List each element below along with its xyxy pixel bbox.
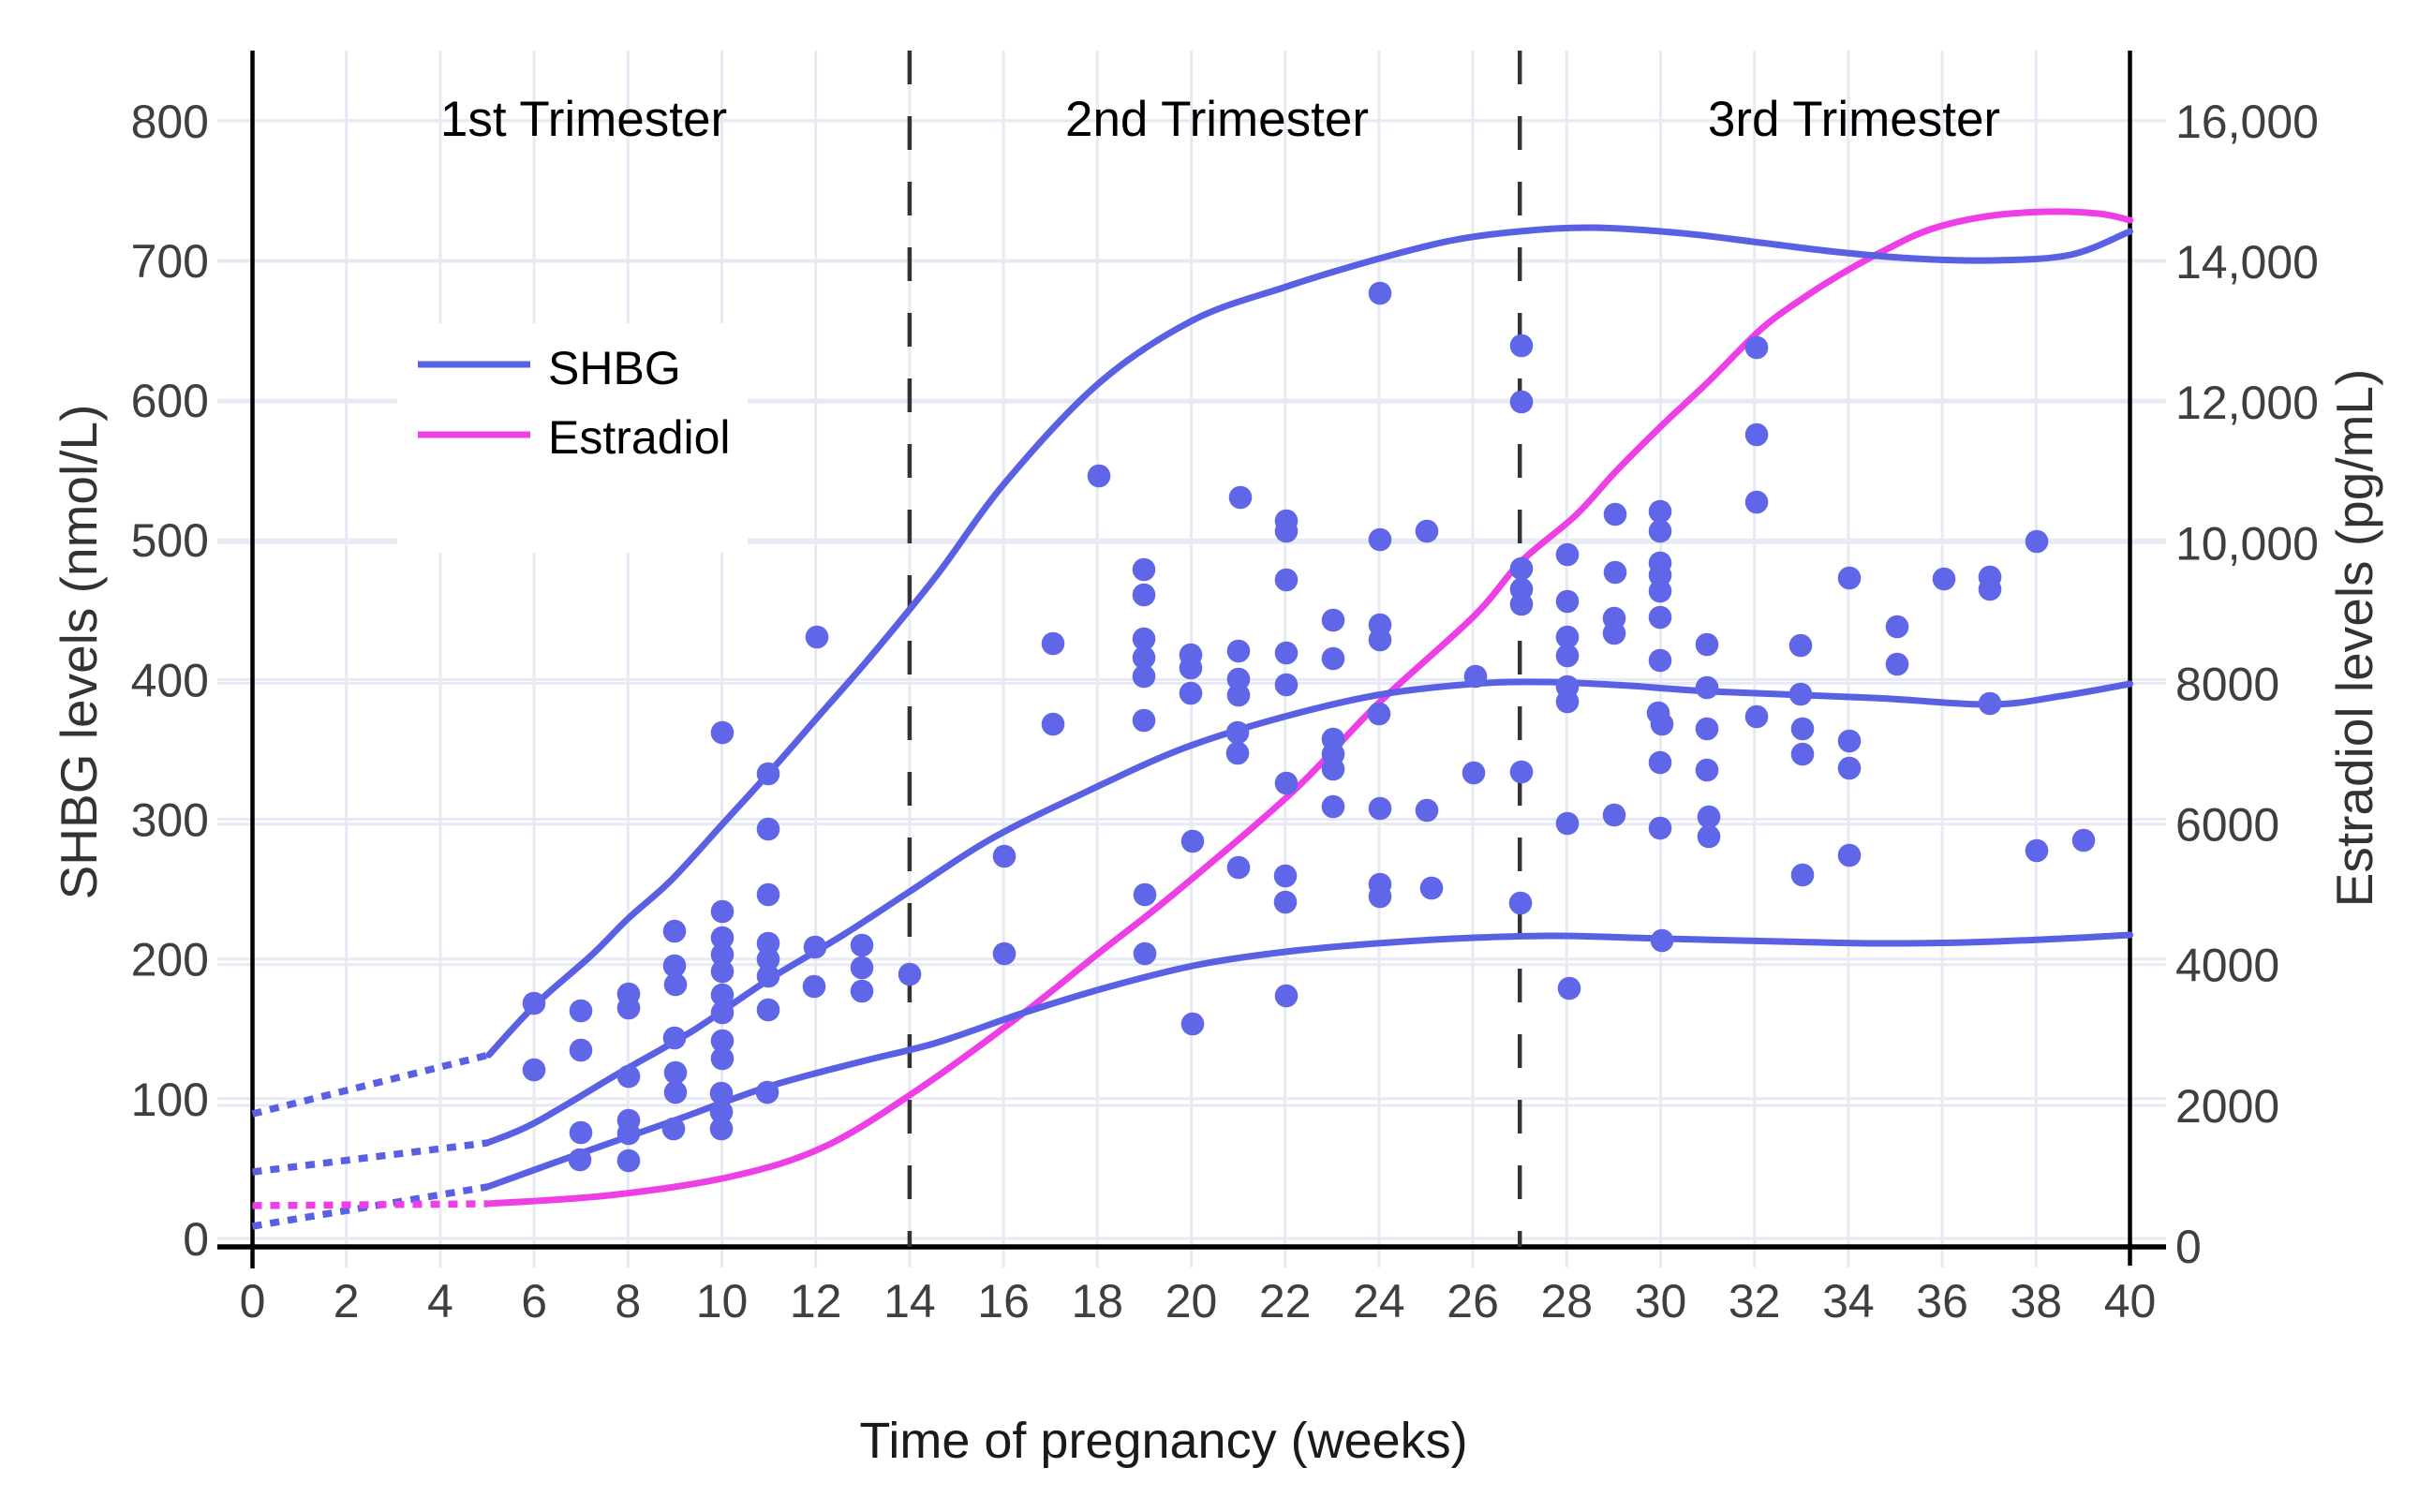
svg-text:18: 18 bbox=[1071, 1275, 1123, 1327]
svg-text:2nd Trimester: 2nd Trimester bbox=[1065, 92, 1369, 147]
svg-text:34: 34 bbox=[1822, 1275, 1875, 1327]
svg-text:8: 8 bbox=[615, 1275, 641, 1327]
svg-text:14,000: 14,000 bbox=[2175, 236, 2319, 289]
svg-text:3rd Trimester: 3rd Trimester bbox=[1708, 92, 2000, 147]
svg-text:20: 20 bbox=[1165, 1275, 1218, 1327]
svg-text:100: 100 bbox=[131, 1074, 209, 1126]
svg-text:Estradiol: Estradiol bbox=[548, 411, 731, 464]
svg-text:600: 600 bbox=[131, 375, 209, 427]
svg-text:300: 300 bbox=[131, 794, 209, 847]
svg-text:10,000: 10,000 bbox=[2175, 517, 2319, 570]
svg-text:1st Trimester: 1st Trimester bbox=[440, 92, 727, 147]
svg-text:16: 16 bbox=[977, 1275, 1030, 1327]
svg-text:500: 500 bbox=[131, 514, 209, 567]
svg-text:38: 38 bbox=[2010, 1275, 2062, 1327]
svg-text:4000: 4000 bbox=[2175, 940, 2279, 992]
svg-text:16,000: 16,000 bbox=[2175, 96, 2319, 148]
svg-text:400: 400 bbox=[131, 654, 209, 706]
svg-text:30: 30 bbox=[1635, 1275, 1687, 1327]
svg-text:700: 700 bbox=[131, 235, 209, 288]
svg-text:24: 24 bbox=[1353, 1275, 1405, 1327]
svg-text:36: 36 bbox=[1916, 1275, 1968, 1327]
svg-text:2000: 2000 bbox=[2175, 1080, 2279, 1133]
svg-text:8000: 8000 bbox=[2175, 658, 2279, 710]
svg-text:SHBG: SHBG bbox=[548, 342, 681, 394]
svg-text:40: 40 bbox=[2104, 1275, 2157, 1327]
svg-text:Time of pregnancy (weeks): Time of pregnancy (weeks) bbox=[859, 1413, 1467, 1469]
svg-text:32: 32 bbox=[1729, 1275, 1781, 1327]
svg-text:Estradiol levels (pg/mL): Estradiol levels (pg/mL) bbox=[2325, 369, 2383, 908]
svg-text:0: 0 bbox=[240, 1275, 266, 1327]
svg-text:10: 10 bbox=[696, 1275, 749, 1327]
svg-text:200: 200 bbox=[131, 934, 209, 986]
svg-text:14: 14 bbox=[883, 1275, 936, 1327]
svg-text:4: 4 bbox=[427, 1275, 453, 1327]
svg-text:12: 12 bbox=[790, 1275, 842, 1327]
svg-text:0: 0 bbox=[2175, 1221, 2202, 1273]
svg-text:6: 6 bbox=[521, 1275, 547, 1327]
svg-text:SHBG levels (nmol/L): SHBG levels (nmol/L) bbox=[50, 405, 108, 900]
svg-text:800: 800 bbox=[131, 96, 209, 148]
svg-text:12,000: 12,000 bbox=[2175, 377, 2319, 429]
svg-text:0: 0 bbox=[183, 1213, 209, 1266]
svg-text:22: 22 bbox=[1259, 1275, 1312, 1327]
svg-text:2: 2 bbox=[334, 1275, 360, 1327]
svg-text:26: 26 bbox=[1447, 1275, 1499, 1327]
svg-text:6000: 6000 bbox=[2175, 799, 2279, 852]
svg-text:28: 28 bbox=[1540, 1275, 1593, 1327]
